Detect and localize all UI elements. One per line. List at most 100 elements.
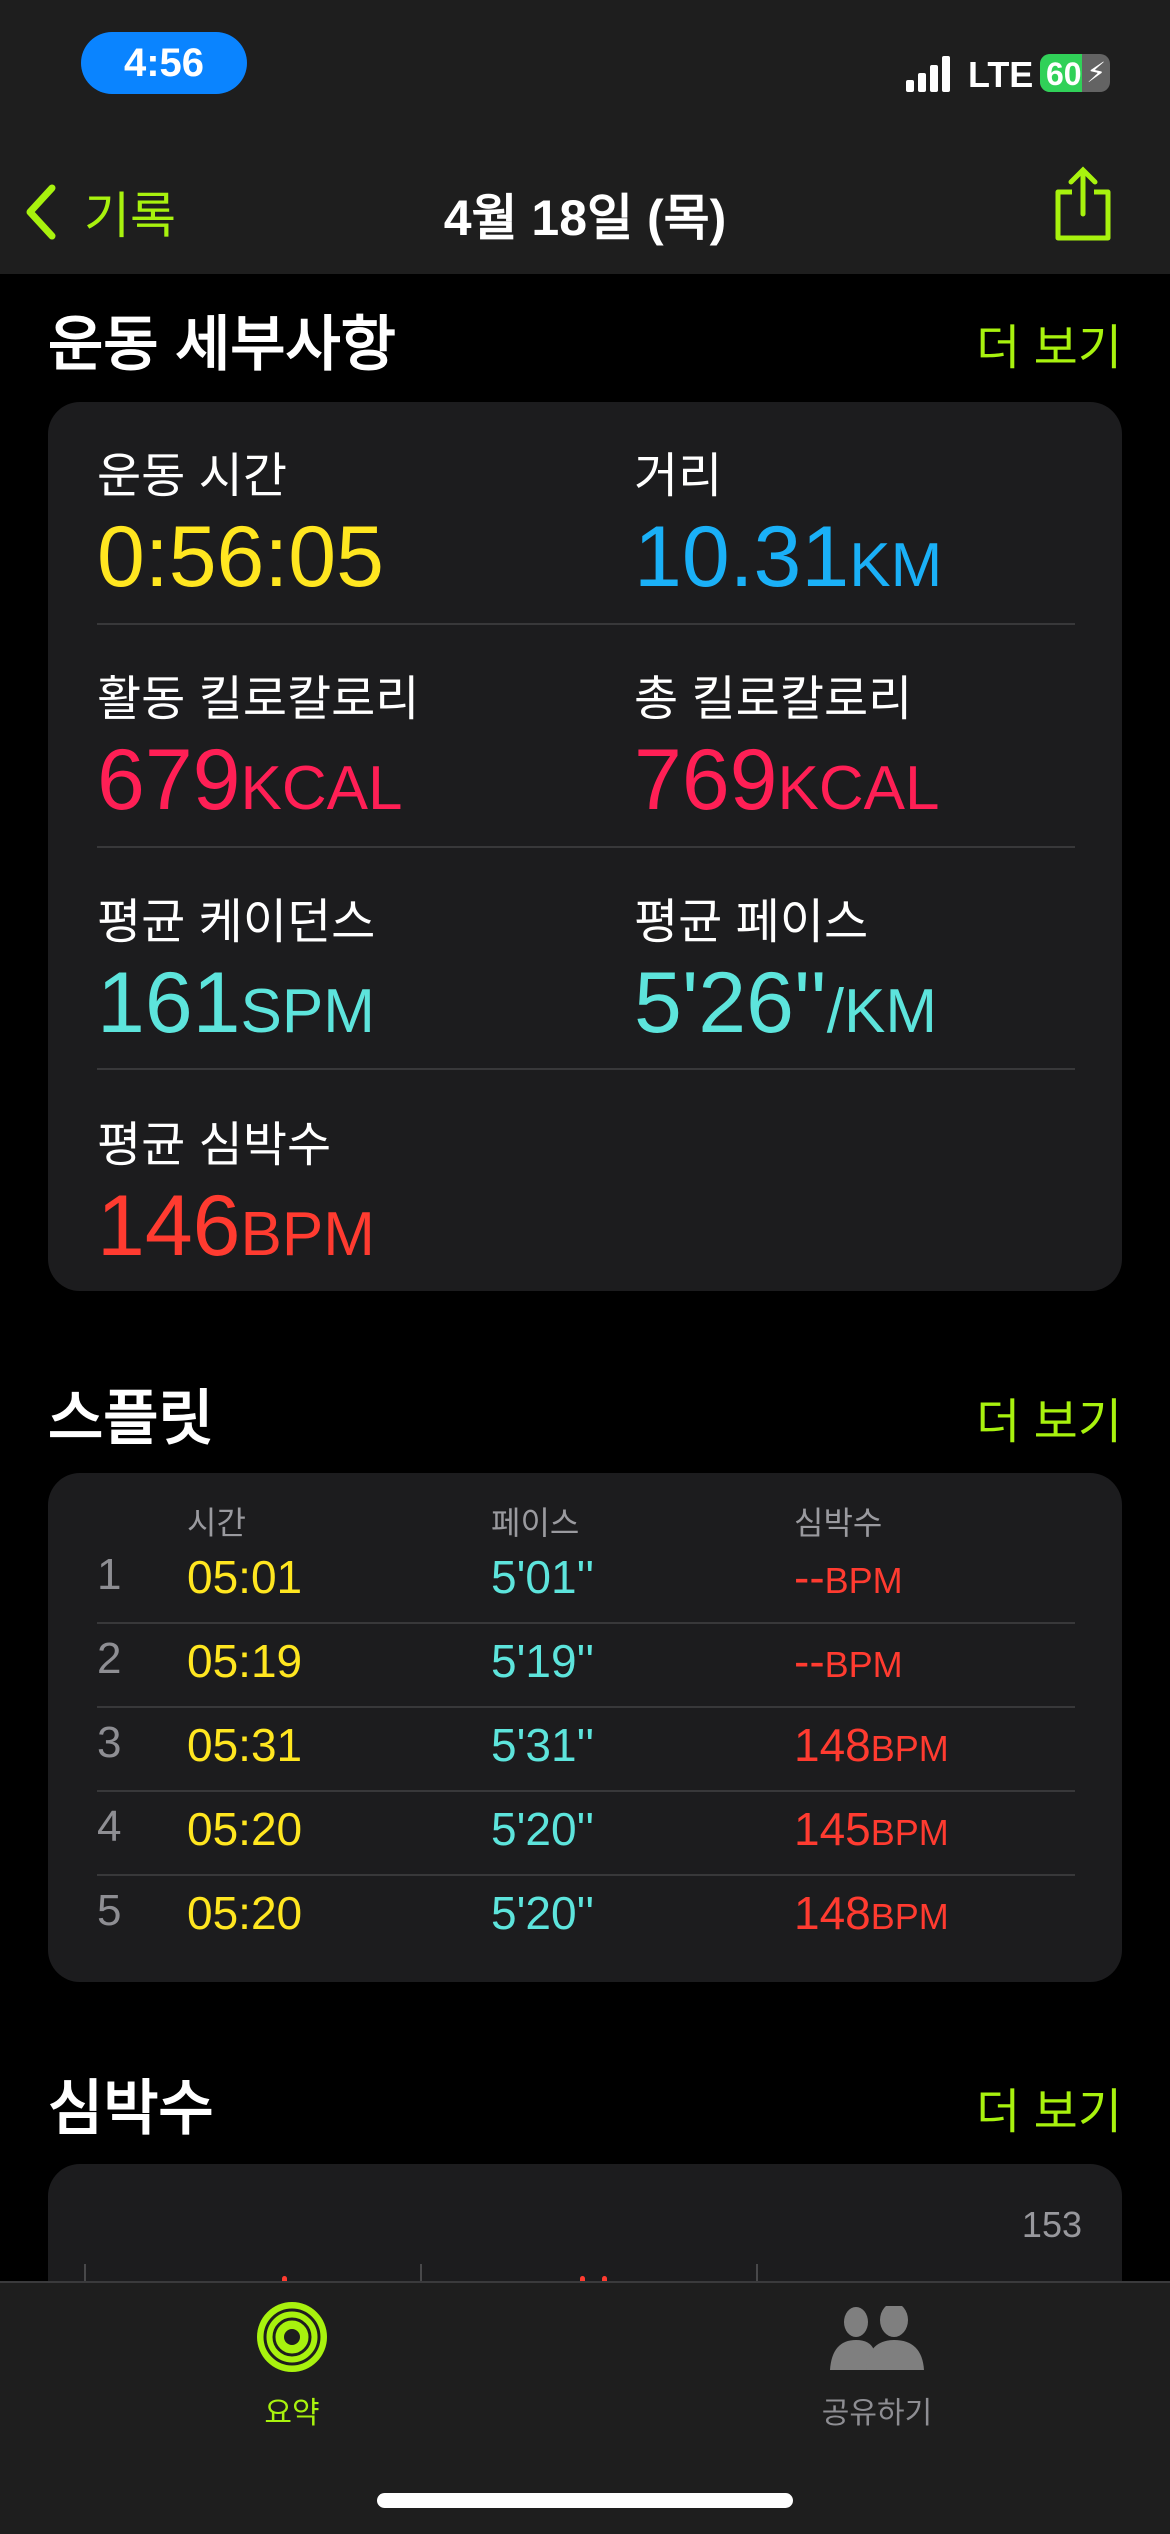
metric-value-wrap: 5'26''/KM <box>634 954 937 1053</box>
split-time: 05:19 <box>187 1635 303 1687</box>
divider <box>97 846 1075 848</box>
split-number: 1 <box>97 1550 122 1599</box>
splits-more-link[interactable]: 더 보기 <box>976 1396 1122 1449</box>
chart-gridline <box>756 2264 758 2284</box>
split-time: 05:20 <box>187 1887 303 1939</box>
tab-sharing[interactable]: 공유하기 <box>727 2298 1027 2438</box>
metric: 평균 심박수 146BPM <box>97 1105 375 1276</box>
signal-icon <box>906 56 950 92</box>
metric: 활동 킬로칼로리 679KCAL <box>97 659 419 830</box>
divider <box>97 1068 1075 1070</box>
battery-level: 60 <box>1046 56 1082 92</box>
split-row: 1 05:01 5'01'' --BPM <box>48 1550 1122 1620</box>
divider <box>97 1706 1075 1708</box>
splits-title: 스플릿 <box>48 1385 214 1452</box>
metric-unit: KM <box>849 531 943 600</box>
tab-summary-label: 요약 <box>264 2397 320 2430</box>
split-hr-value: 145 <box>794 1803 871 1855</box>
split-hr-value: 148 <box>794 1719 871 1771</box>
tab-bar <box>0 2281 1170 2534</box>
split-pace: 5'20'' <box>491 1887 595 1939</box>
split-pace: 5'01'' <box>491 1551 595 1603</box>
back-button[interactable]: 기록 <box>22 176 176 248</box>
split-row: 4 05:20 5'20'' 145BPM <box>48 1802 1122 1872</box>
metric-value-wrap: 769KCAL <box>634 731 939 830</box>
divider <box>97 1622 1075 1624</box>
split-hr: 148BPM <box>794 1886 949 1940</box>
split-pace: 5'19'' <box>491 1635 595 1687</box>
chevron-left-icon <box>26 184 56 240</box>
splits-card <box>48 1473 1122 1982</box>
metric-unit: SPM <box>240 977 375 1046</box>
chart-gridline <box>84 2264 86 2284</box>
splits-header-hr: 심박수 <box>794 1505 883 1541</box>
details-more-link[interactable]: 더 보기 <box>976 322 1122 375</box>
split-hr-unit: BPM <box>824 1644 903 1685</box>
tab-summary[interactable]: 요약 <box>142 2298 442 2438</box>
split-time: 05:20 <box>187 1803 303 1855</box>
heart-rate-peak <box>602 2276 607 2282</box>
split-pace: 5'31'' <box>491 1719 595 1771</box>
divider <box>97 623 1075 625</box>
chart-gridline <box>420 2264 422 2284</box>
heart-rate-title: 심박수 <box>48 2075 214 2142</box>
split-number: 4 <box>97 1802 122 1851</box>
metric-label: 운동 시간 <box>97 450 287 503</box>
split-row: 2 05:19 5'19'' --BPM <box>48 1634 1122 1704</box>
heart-rate-max-label: 153 <box>1021 2204 1082 2245</box>
metric-value: 769 <box>634 732 778 828</box>
split-hr-unit: BPM <box>870 1896 949 1937</box>
metric-label: 평균 페이스 <box>634 896 869 949</box>
page-title: 4월 18일 (목) <box>443 190 727 246</box>
metric-value-wrap: 0:56:05 <box>97 508 384 607</box>
charging-bolt-icon: ⚡ <box>1086 57 1106 88</box>
status-time[interactable]: 4:56 <box>81 32 247 94</box>
split-hr: 148BPM <box>794 1718 949 1772</box>
metric: 평균 케이던스 161SPM <box>97 882 375 1053</box>
metric-label: 평균 케이던스 <box>97 896 376 949</box>
metric-unit: BPM <box>240 1200 375 1269</box>
split-hr-unit: BPM <box>870 1812 949 1853</box>
metric-value-wrap: 146BPM <box>97 1177 375 1276</box>
split-row: 3 05:31 5'31'' 148BPM <box>48 1718 1122 1788</box>
tab-sharing-label: 공유하기 <box>821 2397 933 2430</box>
split-hr-value: 148 <box>794 1887 871 1939</box>
heart-rate-peak <box>282 2276 287 2282</box>
metric-label: 거리 <box>634 450 723 503</box>
split-hr-unit: BPM <box>824 1560 903 1601</box>
split-hr: --BPM <box>794 1550 903 1604</box>
split-hr-value: -- <box>794 1551 825 1603</box>
metric-value: 146 <box>97 1178 241 1274</box>
split-hr: --BPM <box>794 1634 903 1688</box>
metric-value-wrap: 10.31KM <box>634 508 942 607</box>
metric-value-wrap: 679KCAL <box>97 731 419 830</box>
people-icon <box>830 2306 924 2370</box>
metric: 평균 페이스 5'26''/KM <box>634 882 937 1053</box>
battery-icon: 60 ⚡ <box>1040 54 1110 92</box>
split-hr-value: -- <box>794 1635 825 1687</box>
split-pace: 5'20'' <box>491 1803 595 1855</box>
metric-label: 총 킬로칼로리 <box>634 673 913 726</box>
metric-value: 679 <box>97 732 241 828</box>
metric-unit: /KM <box>826 977 937 1046</box>
back-label: 기록 <box>84 188 176 244</box>
split-time: 05:01 <box>187 1551 303 1603</box>
splits-header-time: 시간 <box>187 1505 246 1541</box>
metric-value: 0:56:05 <box>97 509 384 605</box>
metric-value-wrap: 161SPM <box>97 954 375 1053</box>
share-icon[interactable] <box>1052 166 1114 244</box>
split-hr: 145BPM <box>794 1802 949 1856</box>
metric-label: 활동 킬로칼로리 <box>97 673 420 726</box>
heart-rate-more-link[interactable]: 더 보기 <box>976 2086 1122 2139</box>
split-row: 5 05:20 5'20'' 148BPM <box>48 1886 1122 1956</box>
metric-unit: KCAL <box>240 754 403 823</box>
home-indicator[interactable] <box>377 2493 793 2508</box>
split-hr-unit: BPM <box>870 1728 949 1769</box>
activity-rings-icon <box>257 2302 327 2372</box>
network-type: LTE <box>968 54 1034 95</box>
divider <box>97 1790 1075 1792</box>
metric-value: 10.31 <box>634 509 850 605</box>
heart-rate-peak <box>580 2276 585 2282</box>
split-number: 3 <box>97 1718 122 1767</box>
metric-value: 5'26'' <box>634 955 827 1051</box>
